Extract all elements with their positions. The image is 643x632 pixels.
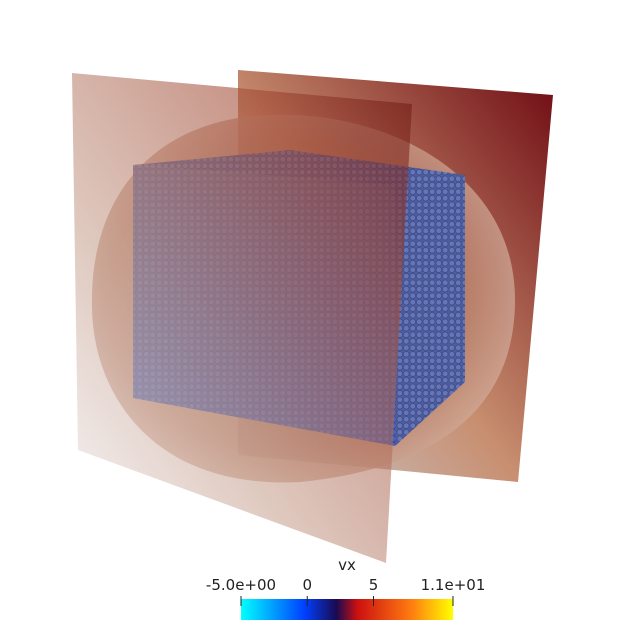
color-legend: vx -5.0e+00 0 5 1.1e+01 xyxy=(206,556,485,620)
colorbar-tick-label: 5 xyxy=(369,576,379,594)
colorbar-tick-label: 0 xyxy=(302,576,312,594)
colorbar-title: vx xyxy=(338,556,356,574)
front-slice-plane xyxy=(72,73,412,563)
colorbar-tick-label: -5.0e+00 xyxy=(206,576,276,594)
scene xyxy=(72,70,553,563)
cube-right-face xyxy=(395,175,465,446)
colorbar-tick-label: 1.1e+01 xyxy=(421,576,486,594)
colorbar-gradient xyxy=(241,599,453,620)
